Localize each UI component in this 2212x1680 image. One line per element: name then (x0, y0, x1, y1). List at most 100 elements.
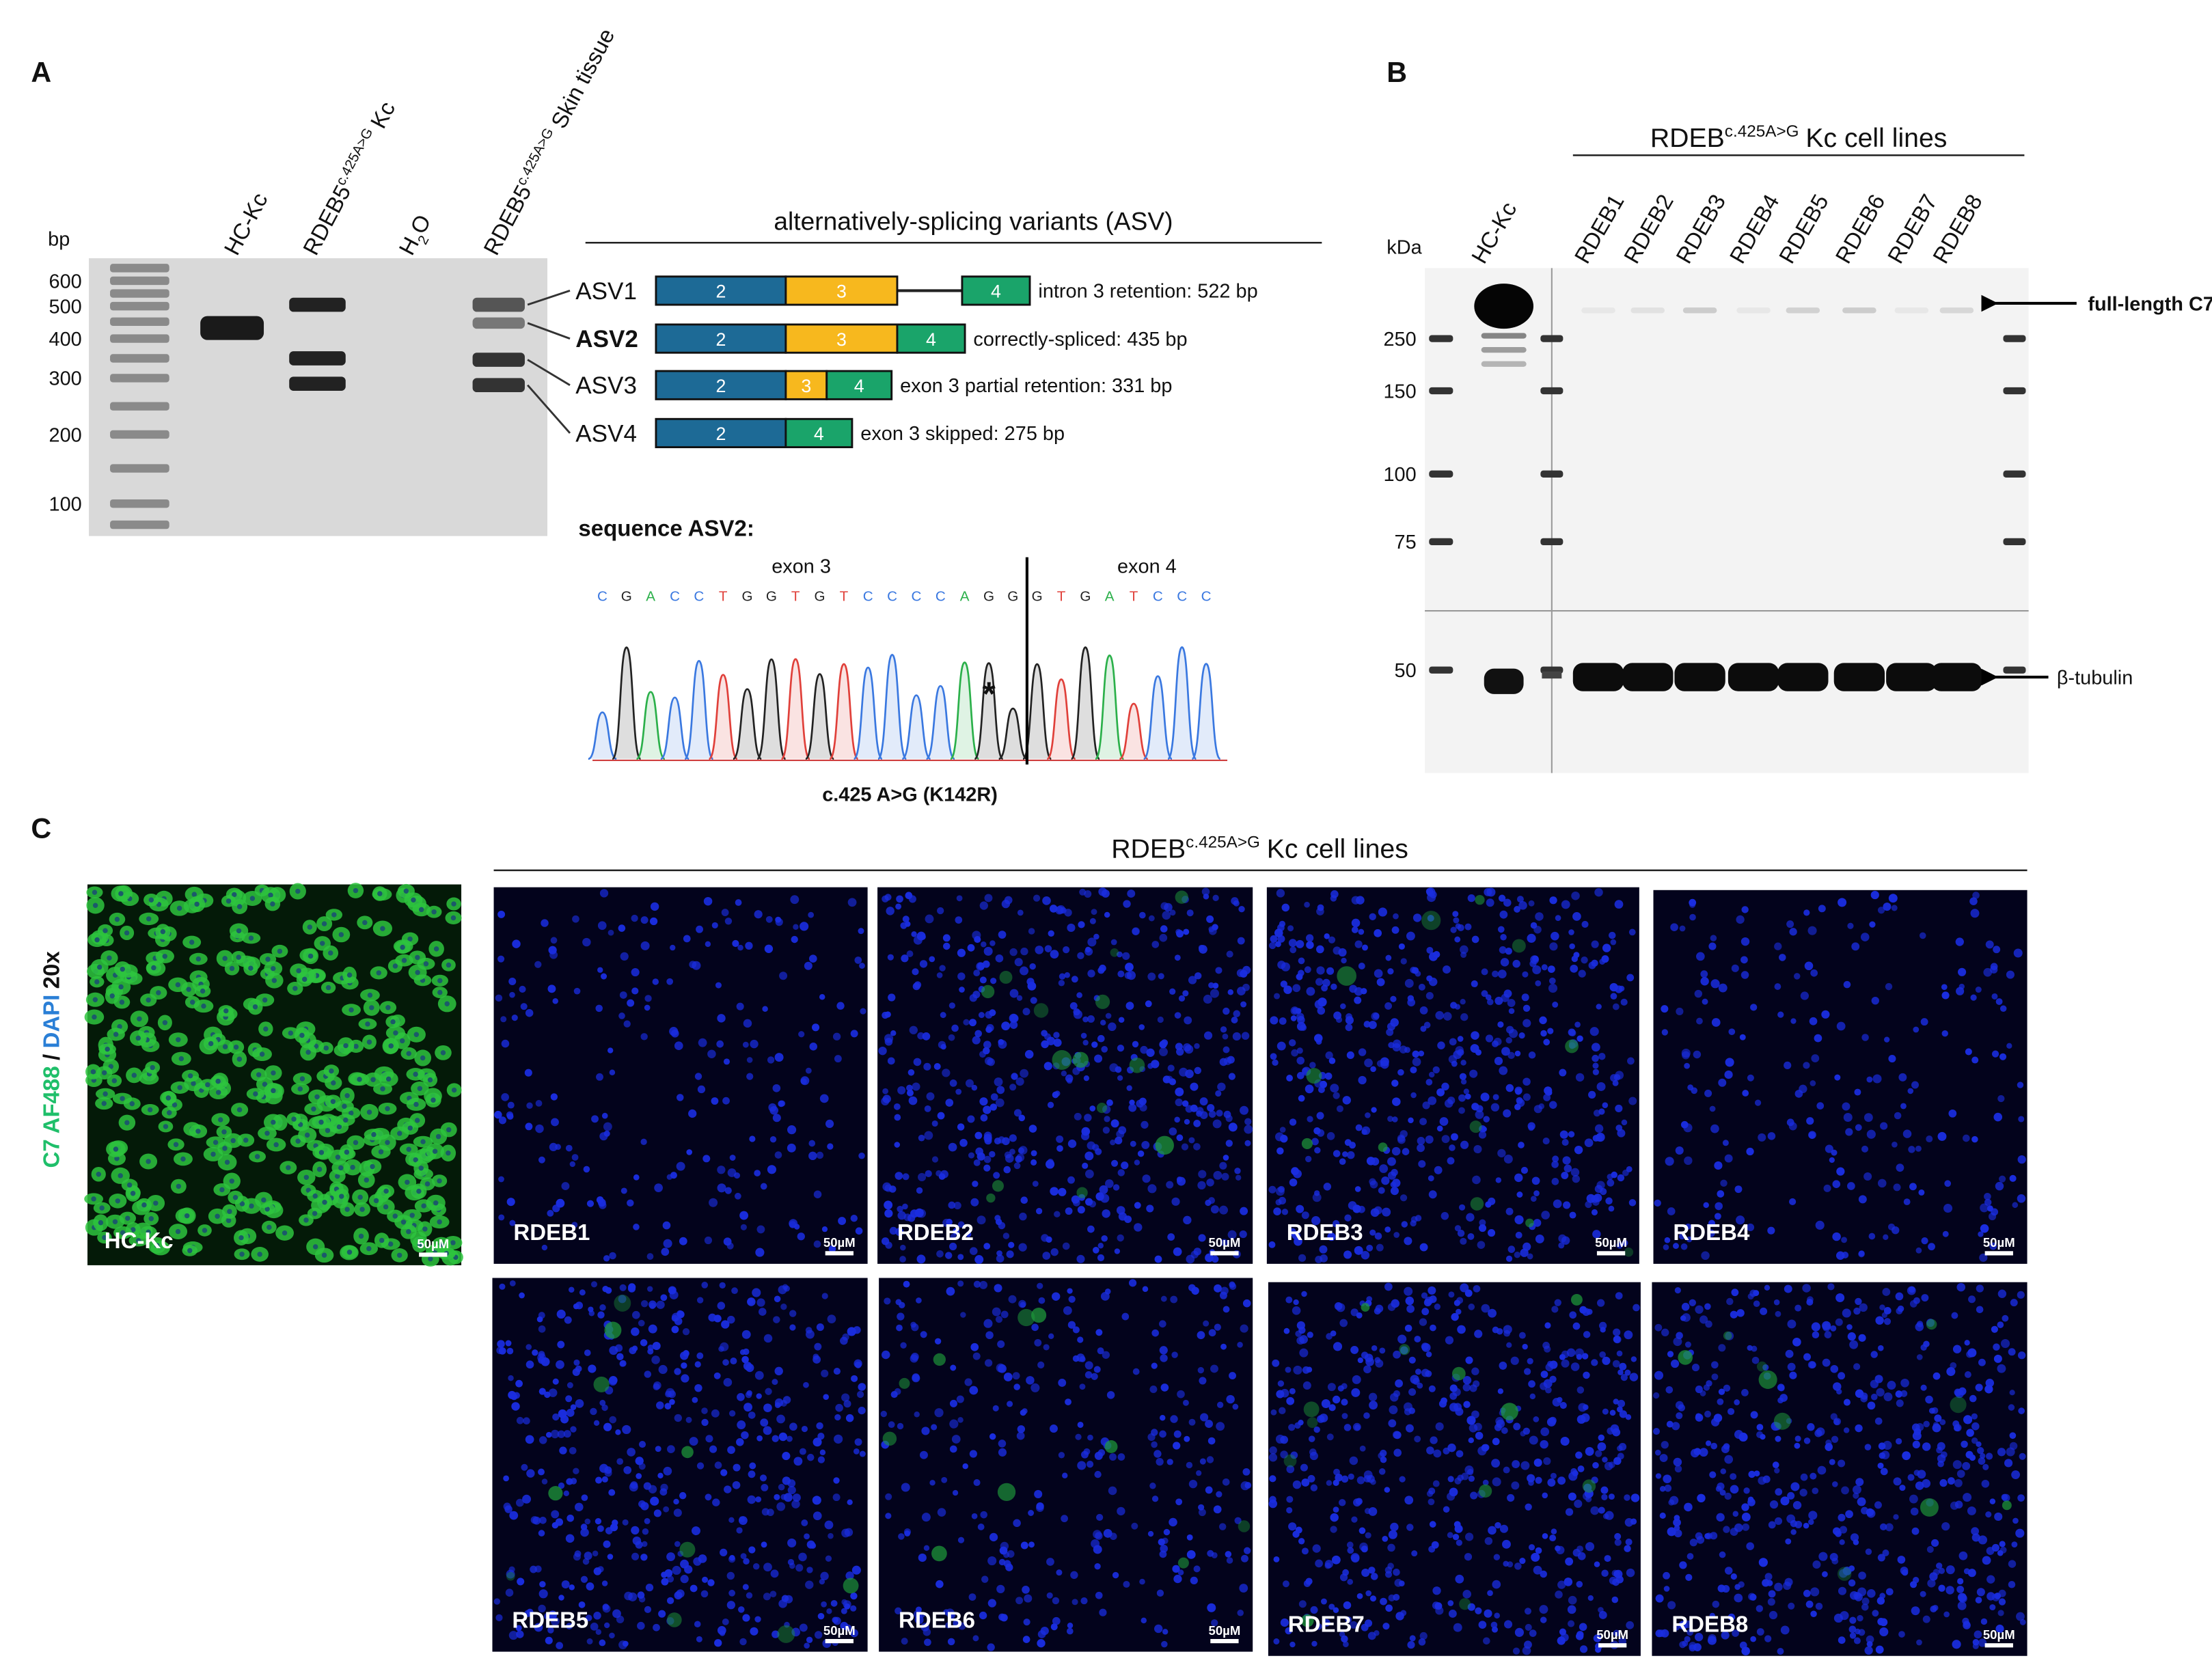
nucleus (239, 1252, 245, 1257)
nucleus (1523, 1077, 1531, 1086)
nucleus (1784, 1578, 1793, 1586)
nucleus (1162, 1629, 1169, 1635)
nucleus (238, 1235, 244, 1241)
nucleus (1117, 1045, 1125, 1052)
nucleus (1563, 1201, 1571, 1209)
nucleus (1363, 1021, 1371, 1028)
nucleus (907, 1214, 916, 1222)
nucleus (1553, 1199, 1562, 1209)
nucleus (1598, 1611, 1607, 1619)
nucleus (604, 1466, 612, 1474)
nucleus (597, 921, 607, 931)
nucleus (1766, 1580, 1773, 1586)
nucleus (1471, 1367, 1479, 1375)
green-spot (1378, 1142, 1388, 1152)
nucleus (704, 1236, 713, 1245)
nucleus (1460, 1060, 1466, 1066)
nucleus (1282, 1580, 1289, 1588)
nucleus (715, 982, 722, 989)
nucleus (526, 1102, 533, 1109)
nucleus (1588, 1090, 1596, 1099)
nucleus (1288, 1039, 1296, 1047)
nucleus (268, 892, 273, 898)
nucleus (1072, 1326, 1080, 1334)
nucleus (1811, 1322, 1820, 1332)
nucleus (787, 1143, 796, 1153)
nucleus (1455, 1574, 1464, 1584)
nucleus (556, 1642, 564, 1650)
nucleus (619, 1360, 627, 1367)
nucleus (1313, 1426, 1320, 1433)
nucleus (1528, 1125, 1535, 1131)
green-spot (1177, 1557, 1189, 1569)
nucleus (1728, 1613, 1736, 1621)
nucleus (1104, 911, 1110, 918)
nucleus (1221, 1172, 1229, 1181)
nucleus (1843, 1399, 1851, 1406)
nucleus (597, 1311, 605, 1319)
nucleus (1986, 1575, 1995, 1584)
nucleus (147, 1107, 153, 1113)
nucleus (726, 1601, 735, 1610)
base: T (719, 589, 728, 605)
nucleus (1589, 1027, 1599, 1036)
nucleus (1110, 939, 1117, 946)
nucleus (208, 1041, 214, 1047)
nucleus (1105, 1013, 1112, 1019)
nucleus (2000, 1338, 2010, 1349)
nucleus (1405, 1296, 1415, 1306)
nucleus (672, 1565, 681, 1575)
nucleus (1989, 1242, 1997, 1250)
nucleus (627, 999, 635, 1007)
nucleus (1655, 1473, 1662, 1479)
nucleus (221, 1129, 227, 1135)
nucleus (534, 1623, 543, 1632)
nucleus (980, 1511, 988, 1519)
nucleus (1503, 898, 1512, 907)
nucleus (178, 1056, 185, 1062)
nucleus (1604, 1555, 1611, 1562)
nucleus (1803, 1589, 1811, 1597)
nucleus (1519, 1558, 1526, 1565)
nucleus (507, 1101, 515, 1109)
nucleus (1410, 1066, 1417, 1074)
nucleus (537, 1353, 546, 1362)
nucleus (1564, 1164, 1572, 1173)
nucleus (342, 1103, 347, 1109)
nucleus (1093, 1530, 1102, 1539)
exon-number: 2 (715, 424, 726, 444)
nucleus (388, 1043, 394, 1049)
nucleus (670, 944, 676, 951)
nucleus (1941, 991, 1950, 1000)
nucleus (593, 1612, 601, 1620)
nucleus (1102, 1105, 1111, 1114)
nucleus (1412, 913, 1422, 922)
nucleus (1815, 1220, 1825, 1230)
nucleus (1201, 887, 1210, 896)
nucleus (1654, 1449, 1661, 1456)
nucleus (1920, 1591, 1926, 1597)
nucleus (1225, 1114, 1233, 1123)
nucleus (1208, 1329, 1216, 1337)
nucleus (1395, 1612, 1404, 1621)
nucleus (885, 1493, 892, 1500)
nucleus (1453, 1623, 1462, 1632)
nucleus (813, 1437, 822, 1447)
nucleus (1097, 1034, 1105, 1043)
nucleus (350, 1164, 355, 1170)
nucleus (1944, 1180, 1952, 1187)
nucleus (1091, 909, 1097, 915)
peak (636, 691, 666, 760)
nucleus (1169, 1078, 1176, 1086)
nucleus (804, 1533, 810, 1540)
nucleus (998, 1558, 1006, 1566)
nucleus (834, 1055, 842, 1063)
nucleus (1513, 1422, 1521, 1431)
nucleus (789, 1422, 797, 1431)
nucleus (131, 1227, 136, 1233)
nucleus (1206, 1456, 1214, 1463)
nucleus (1432, 1480, 1440, 1487)
nucleus (1464, 923, 1472, 931)
nucleus (1428, 1498, 1435, 1506)
